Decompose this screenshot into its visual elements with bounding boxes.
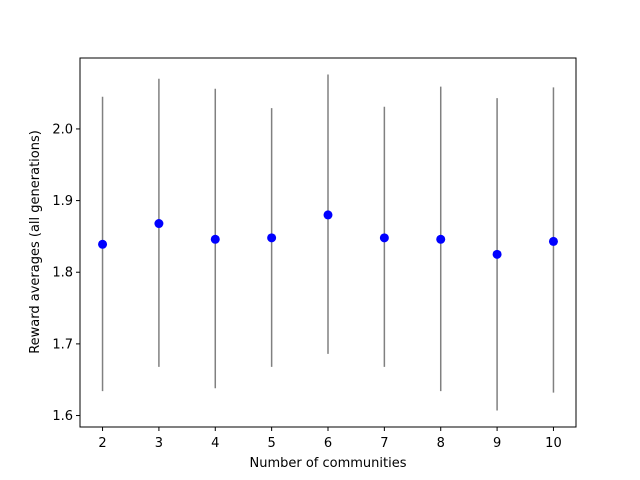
y-axis-ticks: 1.6 1.7 1.8 1.9 2.0 xyxy=(52,122,80,424)
data-point xyxy=(379,233,389,243)
data-point xyxy=(323,210,333,220)
y-tick-label: 1.7 xyxy=(52,337,73,352)
y-tick-label: 1.9 xyxy=(52,194,73,209)
x-tick-label: 9 xyxy=(493,436,501,451)
x-axis-label: Number of communities xyxy=(249,456,406,471)
x-tick-label: 6 xyxy=(324,436,332,451)
y-tick-label: 1.8 xyxy=(52,266,73,281)
y-axis-label: Reward averages (all generations) xyxy=(28,130,43,354)
x-tick-label: 10 xyxy=(545,436,562,451)
x-tick-label: 3 xyxy=(155,436,163,451)
data-point xyxy=(98,239,108,249)
x-tick-label: 8 xyxy=(437,436,445,451)
data-point xyxy=(436,234,446,244)
data-points xyxy=(98,210,558,259)
y-tick-label: 1.6 xyxy=(52,409,73,424)
data-point xyxy=(492,249,502,259)
data-point xyxy=(267,233,277,243)
data-point xyxy=(154,219,164,229)
data-point xyxy=(210,234,220,244)
x-tick-label: 2 xyxy=(98,436,106,451)
x-axis-ticks: 2 3 4 5 6 7 8 9 10 xyxy=(98,427,562,451)
x-tick-label: 5 xyxy=(267,436,275,451)
x-tick-label: 4 xyxy=(211,436,219,451)
y-tick-label: 2.0 xyxy=(52,122,73,137)
data-point xyxy=(548,236,558,246)
x-tick-label: 7 xyxy=(380,436,388,451)
